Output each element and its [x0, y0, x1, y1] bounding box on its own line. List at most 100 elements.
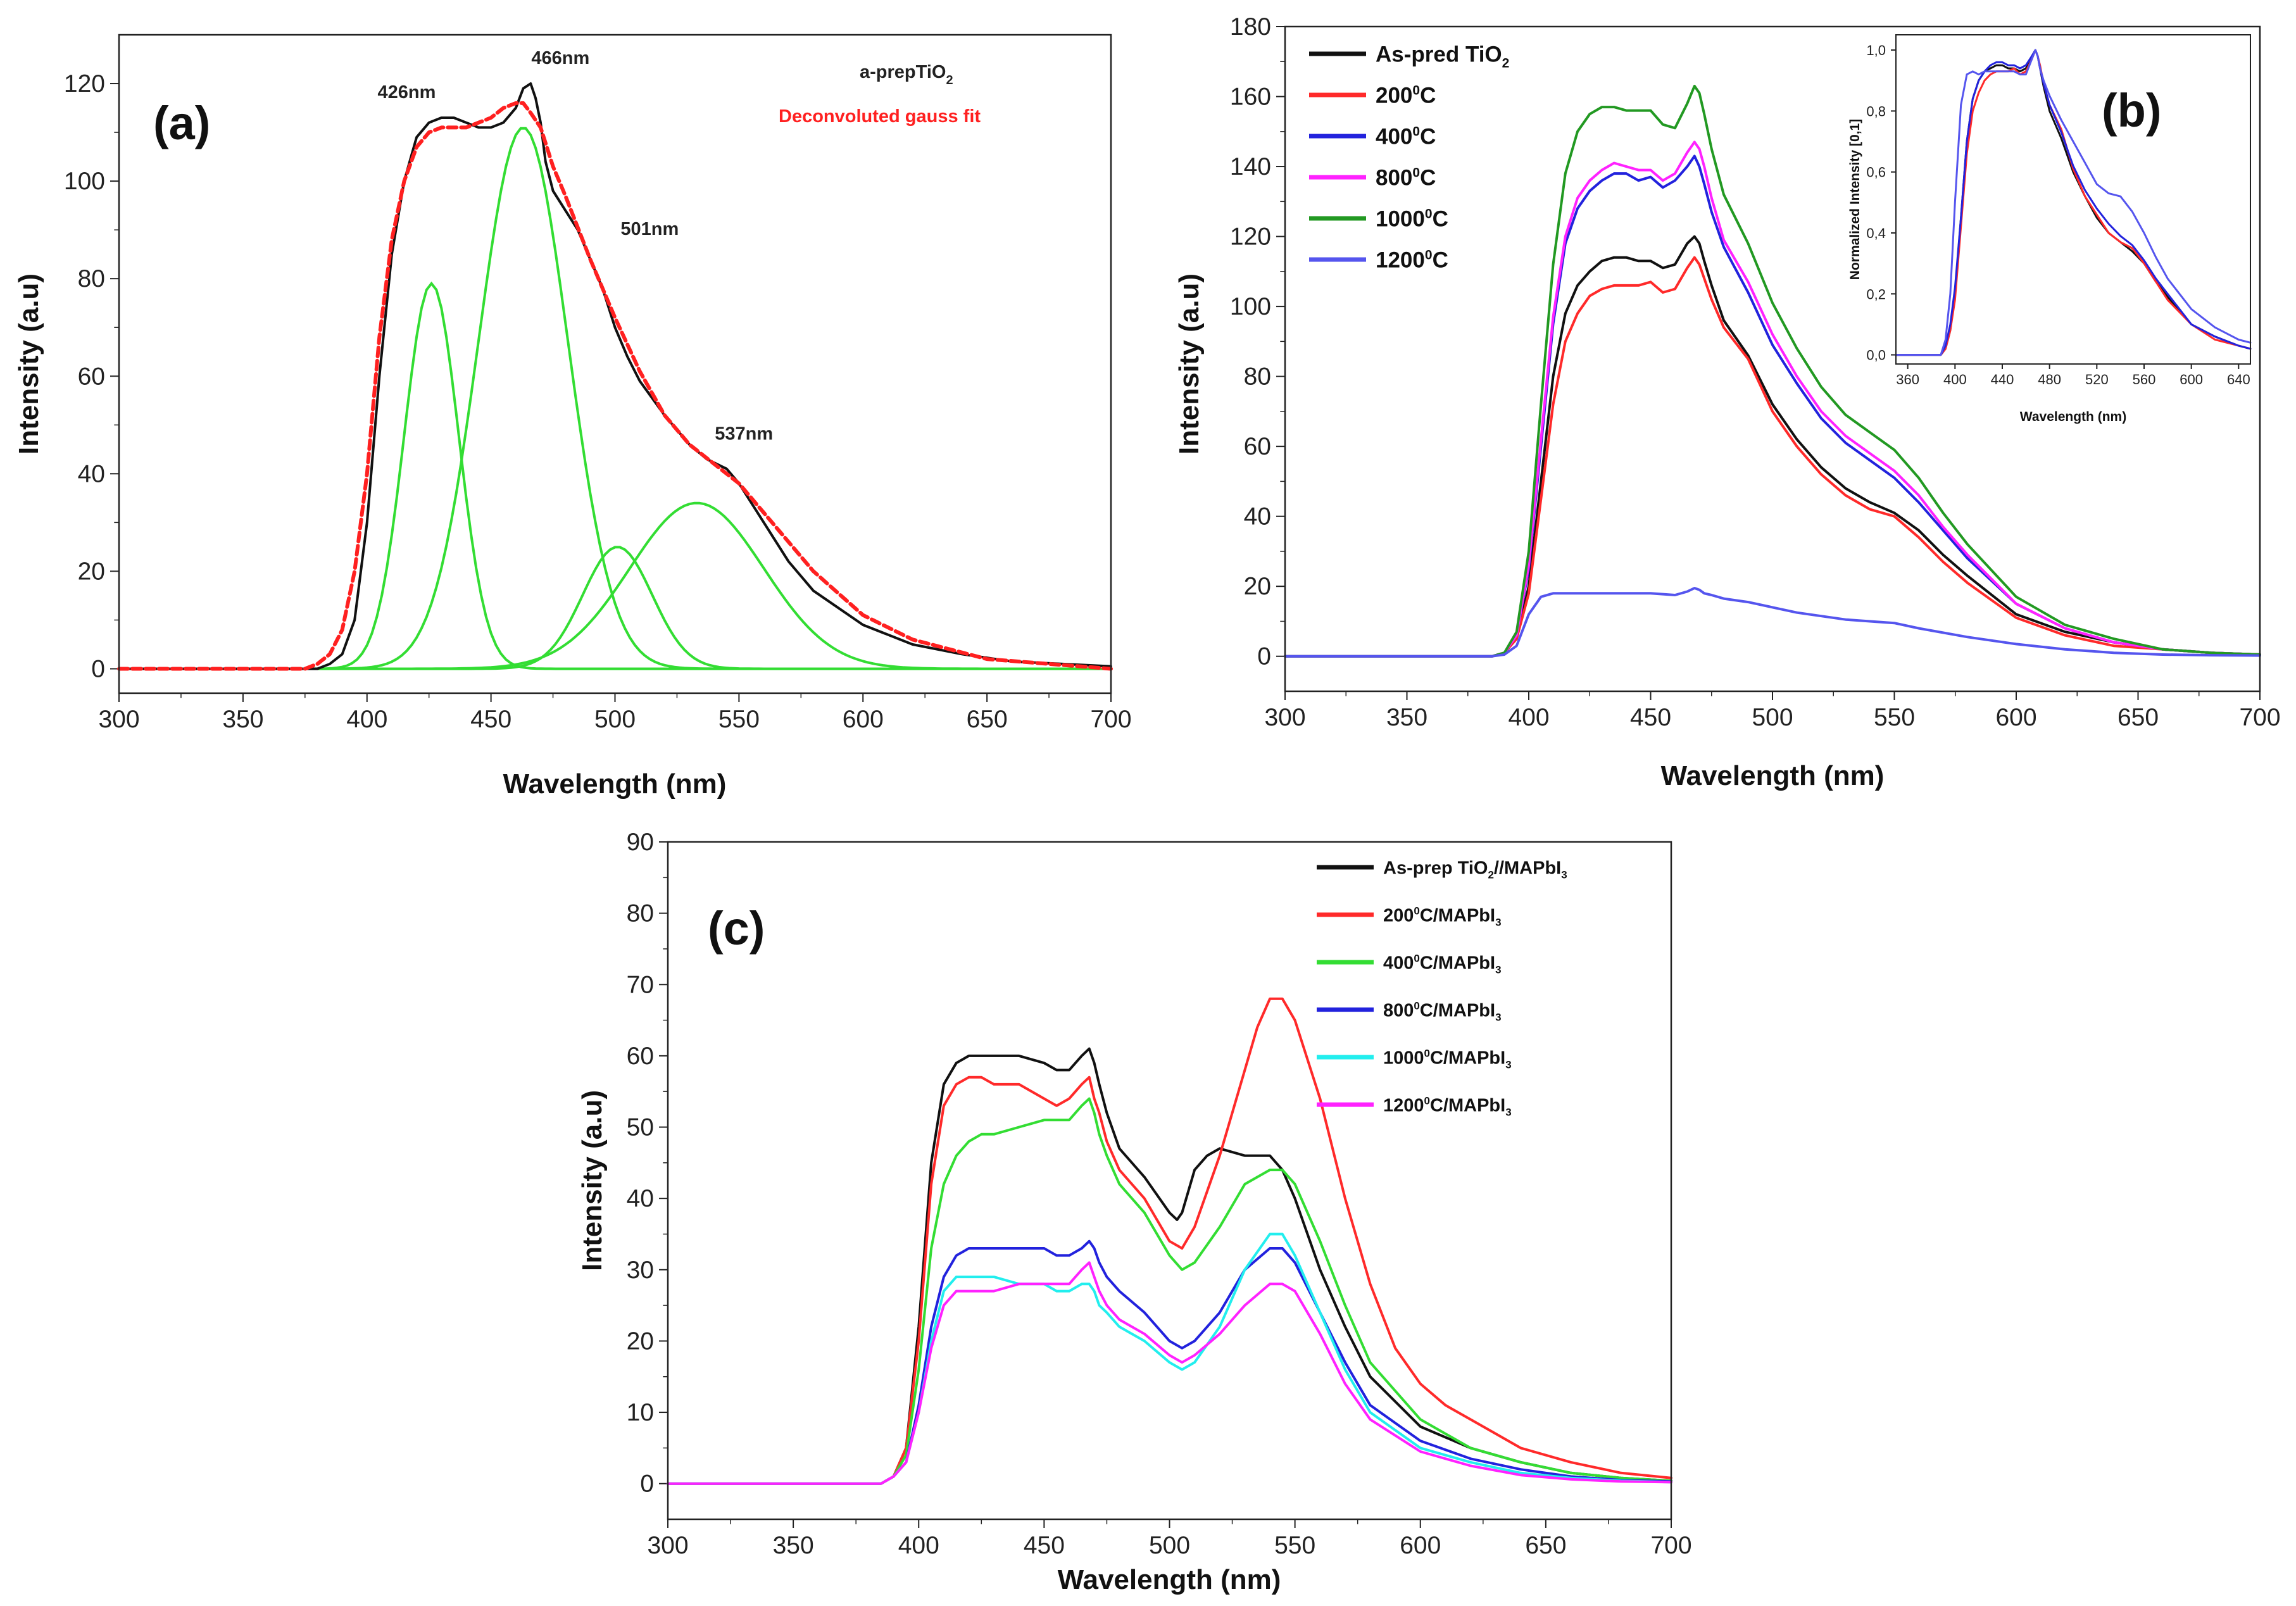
panel-a-ytick-label: 20	[78, 558, 105, 585]
panel-c: 300 350 400 450 500 550 600 650 700 0 10 20 30 40 50 60…	[577, 829, 1692, 1595]
panel-c-ytick-label: 20	[627, 1327, 654, 1355]
panel-b-xtick-label: 650	[2117, 704, 2159, 731]
panel-a: 300 350 400 450 500 550 600 650 700 0 20 40 60 80 100 1…	[13, 34, 1132, 800]
panel-c-ytick-label: 80	[627, 900, 654, 927]
panel-b-legend-label: 8000C	[1376, 166, 1436, 191]
panel-c-series-line	[667, 1239, 1672, 1485]
panel-c-xtick-label: 600	[1400, 1532, 1441, 1559]
panel-b-ytick-label: 180	[1230, 13, 1271, 41]
panel-b-ytick-label: 120	[1230, 223, 1271, 251]
panel-a-peak-annotation: 426nm	[377, 82, 436, 103]
panel-c-ylabel: Intensity (a.u)	[577, 1090, 608, 1271]
panel-b-series-line	[1284, 235, 2261, 658]
panel-c-legend-label: As-prep TiO2//MAPbI3	[1383, 858, 1567, 881]
panel-b-series-line	[1284, 256, 2261, 658]
panel-b-ytick-label: 0	[1257, 643, 1271, 670]
panel-c-xtick-label: 650	[1525, 1532, 1566, 1559]
panel-b: 300 350 400 450 500 550 600 650 700 0 20 40 60 80 100 1…	[1174, 13, 2281, 791]
panel-c-ytick-label: 30	[627, 1257, 654, 1284]
panel-a-ytick-label: 80	[78, 265, 105, 292]
panel-b-inset-ytick-label: 0,0	[1866, 348, 1886, 363]
panel-c-frame	[667, 841, 1672, 1521]
panel-b-ytick-label: 40	[1244, 503, 1271, 530]
panel-a-xtick-label: 350	[222, 706, 263, 733]
panel-a-xtick-label: 650	[967, 706, 1008, 733]
panel-b-inset-ytick-label: 0,8	[1866, 103, 1886, 119]
panel-b-legend-label: 2000C	[1376, 84, 1436, 108]
panel-b-inset-xtick-label: 440	[1991, 372, 2014, 387]
panel-b-inset-xtick-label: 520	[2085, 372, 2109, 387]
panel-a-series-line	[118, 82, 1112, 670]
panel-b-ytick-label: 140	[1230, 153, 1271, 180]
panel-c-ytick-label: 70	[627, 971, 654, 998]
panel-b-inset-ytick-label: 0,6	[1866, 165, 1886, 180]
panel-b-series-line	[1284, 141, 2261, 658]
panel-c-series-line	[667, 1261, 1672, 1485]
panel-a-xlabel: Wavelength (nm)	[503, 768, 727, 800]
panel-b-ytick-label: 160	[1230, 84, 1271, 111]
panel-b-xtick-label: 700	[2239, 704, 2280, 731]
panel-c-xtick-label: 350	[773, 1532, 814, 1559]
panel-b-xtick-label: 550	[1874, 704, 1915, 731]
panel-c-legend-label: 10000C/MAPbI3	[1383, 1047, 1512, 1070]
panel-c-xtick-label: 300	[647, 1532, 688, 1559]
panel-b-ytick-label: 100	[1230, 293, 1271, 320]
panel-c-legend-label: 4000C/MAPbI3	[1383, 952, 1502, 976]
panel-b-xtick-label: 350	[1386, 704, 1427, 731]
panel-a-peak-annotation: 537nm	[715, 423, 773, 444]
panel-b-xtick-label: 450	[1630, 704, 1671, 731]
panel-c-series-line	[667, 1233, 1672, 1485]
panel-c-xtick-label: 450	[1024, 1532, 1065, 1559]
panel-b-inset-xtick-label: 400	[1943, 372, 1967, 387]
panel-c-ytick-label: 10	[627, 1399, 654, 1426]
panel-b-series-line	[1284, 84, 2261, 658]
panel-b-inset-xtick-label: 560	[2133, 372, 2156, 387]
panel-c-ytick-label: 50	[627, 1114, 654, 1141]
panel-a-ytick-label: 40	[78, 460, 105, 487]
panel-b-inset-xtick-label: 600	[2180, 372, 2203, 387]
panel-a-legend-fit: Deconvoluted gauss fit	[779, 106, 981, 127]
panel-b-inset-ytick-label: 1,0	[1866, 42, 1886, 58]
panel-b-inset-xtick-label: 640	[2227, 372, 2250, 387]
panel-b-legend-label: 4000C	[1376, 125, 1436, 149]
panel-b-ytick-label: 20	[1244, 573, 1271, 600]
panel-c-series-line	[667, 997, 1672, 1485]
panel-a-xtick-label: 700	[1090, 706, 1131, 733]
panel-a-frame	[118, 34, 1112, 694]
panel-c-legend-label: 2000C/MAPbI3	[1383, 905, 1502, 928]
panel-b-inset-frame	[1895, 34, 2251, 365]
panel-a-xtick-label: 500	[594, 706, 636, 733]
panel-b-frame	[1284, 25, 2261, 693]
panel-a-legend-title: a-prepTiO2	[860, 62, 953, 87]
panel-c-xtick-label: 500	[1149, 1532, 1190, 1559]
panel-c-series-line	[667, 1097, 1672, 1485]
panel-b-label: (b)	[2102, 84, 2162, 137]
panel-b-inset-series-line	[1895, 49, 2252, 356]
panel-c-legend-label: 12000C/MAPbI3	[1383, 1095, 1512, 1118]
panel-b-inset: 360 400 440 480 520 560 600 640 0,0 0,2 0,4 0,6 0,8 1…	[1848, 28, 2252, 424]
panel-b-inset-ylabel: Normalized Intensity [0,1]	[1848, 119, 1862, 280]
panel-a-series-line	[117, 101, 1113, 671]
panel-b-ylabel: Intensity (a.u)	[1174, 273, 1205, 455]
panel-a-label: (a)	[153, 97, 210, 149]
panel-a-xtick-label: 300	[98, 706, 139, 733]
panel-b-xtick-label: 500	[1752, 704, 1793, 731]
panel-c-ytick-label: 60	[627, 1043, 654, 1070]
panel-b-ytick-label: 80	[1244, 363, 1271, 391]
panel-b-inset-xlabel: Wavelength (nm)	[2020, 410, 2126, 424]
panel-b-xtick-label: 400	[1508, 704, 1549, 731]
panel-a-xtick-label: 550	[718, 706, 760, 733]
panel-c-ytick-label: 90	[627, 829, 654, 856]
panel-a-xtick-label: 450	[470, 706, 511, 733]
panel-b-xlabel: Wavelength (nm)	[1661, 760, 1885, 791]
panel-c-xtick-label: 400	[898, 1532, 939, 1559]
panel-a-peak-annotation: 501nm	[620, 219, 679, 239]
panel-c-ytick-label: 40	[627, 1185, 654, 1212]
panel-b-legend-label: 10000C	[1376, 207, 1448, 232]
panel-c-xtick-label: 550	[1274, 1532, 1315, 1559]
panel-a-ytick-label: 0	[91, 655, 105, 682]
panel-a-ytick-label: 60	[78, 363, 105, 390]
panel-a-ylabel: Intensity (a.u)	[13, 273, 44, 455]
panel-c-ytick-label: 0	[640, 1471, 654, 1498]
panel-c-label: (c)	[708, 902, 765, 955]
